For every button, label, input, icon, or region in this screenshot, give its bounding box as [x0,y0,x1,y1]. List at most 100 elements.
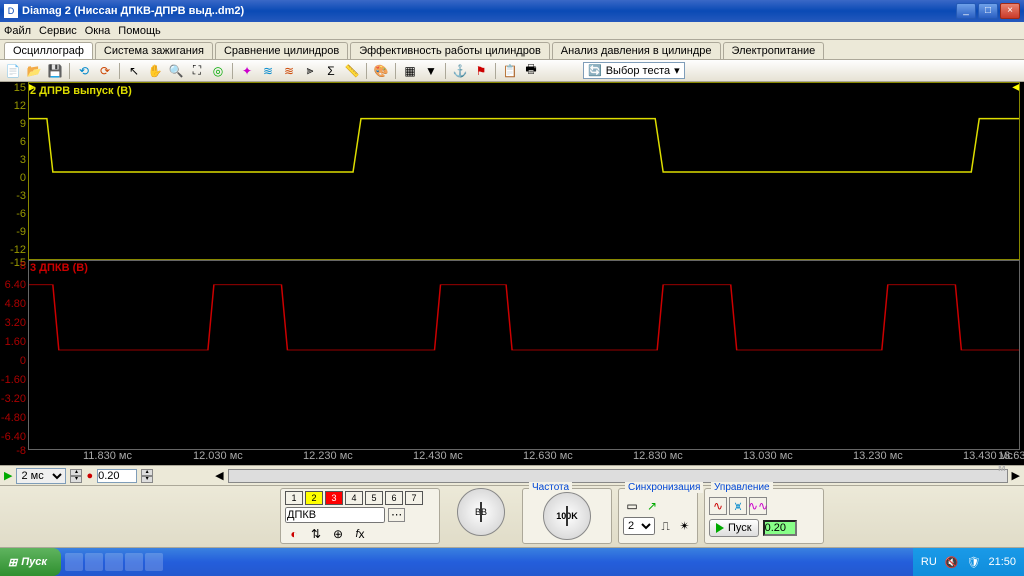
ch-box-3[interactable]: 3 [325,491,343,505]
separator [395,63,396,79]
tab-oscilloscope[interactable]: Осциллограф [4,42,93,59]
separator [445,63,446,79]
start-button[interactable]: ⊞ Пуск [0,548,61,576]
start-label: Пуск [21,556,47,568]
frequency-group: Частота 100K [522,488,612,544]
maximize-button[interactable]: □ [978,3,998,19]
offset-input[interactable] [97,469,137,483]
control-group: Управление ∿ ⩙ ∿∿ Пуск [704,488,824,544]
scroll-left-icon[interactable]: ◀ [215,469,223,482]
ch-opt-1-icon[interactable]: ◐ [285,525,303,543]
timebase-select[interactable]: 2 мс [16,468,66,484]
ch-opt-2-icon[interactable]: ⇅ [307,525,325,543]
ch-box-1[interactable]: 1 [285,491,303,505]
offset-spinner[interactable]: ▴▾ [141,469,153,483]
filter-icon[interactable]: ▼ [422,62,440,80]
new-icon[interactable]: 📄 [4,62,22,80]
save-icon[interactable]: 💾 [46,62,64,80]
frequency-dial[interactable]: 100K [543,492,591,540]
mode-2-icon[interactable]: ⩙ [729,497,747,515]
ch-box-7[interactable]: 7 [405,491,423,505]
align-icon[interactable]: ⫸ [301,62,319,80]
star-icon[interactable]: ✦ [238,62,256,80]
ql-icon-2[interactable] [85,553,103,571]
tray-icon-1[interactable]: 🔇 [945,556,959,569]
minimize-button[interactable]: _ [956,3,976,19]
ql-icon-5[interactable] [145,553,163,571]
tab-pressure[interactable]: Анализ давления в цилиндре [552,42,721,59]
ch-opt-3-icon[interactable]: ⊕ [329,525,347,543]
sync-a-icon[interactable]: ▭ [623,497,641,515]
y-axis-channel-2: 15129630-3-6-9-12-15 [0,82,28,260]
refresh-icon: 🔄 [588,64,602,77]
palette-icon[interactable]: 🎨 [372,62,390,80]
sync-ch-select[interactable]: 2 [623,517,655,535]
sync-edge-icon[interactable]: ⎍ [657,517,674,535]
app-icon: D [4,4,18,18]
channel-2-label: 2 ДПРВ выпуск (В) [30,85,132,97]
math-icon[interactable]: Σ [322,62,340,80]
ch-box-5[interactable]: 5 [365,491,383,505]
tab-cylinder-eff[interactable]: Эффективность работы цилиндров [350,42,550,59]
time-scrollbar[interactable] [228,469,1008,483]
tab-power[interactable]: Электропитание [723,42,825,59]
ql-icon-3[interactable] [105,553,123,571]
sync-b-icon[interactable]: ↗ [643,497,661,515]
target-icon[interactable]: ◎ [209,62,227,80]
scope-lower[interactable] [28,260,1020,450]
wave-a-icon[interactable]: ≋ [259,62,277,80]
ruler-icon[interactable]: 📏 [343,62,361,80]
control-title: Управление [711,482,773,493]
lang-indicator[interactable]: RU [921,556,937,568]
timebase-spinner[interactable]: ▴▾ [70,469,82,483]
print-icon[interactable]: 🖶 [522,62,540,80]
tray-icon-2[interactable]: 🛡 [967,556,981,569]
menu-help[interactable]: Помощь [118,25,161,37]
ql-icon-4[interactable] [125,553,143,571]
play-icon[interactable]: ▶ [4,469,12,482]
grid-icon[interactable]: ▦ [401,62,419,80]
menu-service[interactable]: Сервис [39,25,77,37]
channel-name-input[interactable] [285,507,385,523]
zoom-in-icon[interactable]: 🔍 [167,62,185,80]
separator [495,63,496,79]
zoom-a-icon[interactable]: ⟲ [75,62,93,80]
mode-3-icon[interactable]: ∿∿ [749,497,767,515]
zoom-reset-icon[interactable]: ⛶ [188,62,206,80]
control-panel: 1 2 3 4 5 6 7 ⋯ ◐ ⇅ ⊕ fx BB Частота 100K… [0,485,1024,547]
close-button[interactable]: × [1000,3,1020,19]
zoom-b-icon[interactable]: ⟳ [96,62,114,80]
timebase-controls: ▶ 2 мс ▴▾ ● ▴▾ ◀ ▶ [0,465,1024,485]
mode-1-icon[interactable]: ∿ [709,497,727,515]
sync-opt-icon[interactable]: ✴ [676,517,693,535]
stop-icon[interactable]: ● [86,470,93,482]
wave-b-icon[interactable]: ≋ [280,62,298,80]
anchor-icon[interactable]: ⚓ [451,62,469,80]
chevron-down-icon: ▾ [674,64,680,77]
ch-opt-4-icon[interactable]: fx [351,525,369,543]
menu-windows[interactable]: Окна [85,25,111,37]
ch-box-4[interactable]: 4 [345,491,363,505]
clock[interactable]: 21:50 [988,556,1016,568]
scope-upper[interactable] [28,82,1020,260]
test-selector[interactable]: 🔄 Выбор теста ▾ [583,62,685,79]
quick-launch [61,553,167,571]
dropdown-icon[interactable]: ⋯ [388,508,405,522]
separator [119,63,120,79]
menu-file[interactable]: Файл [4,25,31,37]
y-axis-channel-3: 86.404.803.201.600-1.60-3.20-4.80-6.40-8 [0,260,28,450]
page-icon[interactable]: 📋 [501,62,519,80]
control-value-input[interactable] [763,520,797,536]
tab-cylinder-compare[interactable]: Сравнение цилиндров [215,42,348,59]
ql-icon-1[interactable] [65,553,83,571]
ch-box-6[interactable]: 6 [385,491,403,505]
voltage-dial[interactable]: BB [457,488,505,536]
ch-box-2[interactable]: 2 [305,491,323,505]
windows-icon: ⊞ [8,556,17,569]
tab-ignition[interactable]: Система зажигания [95,42,213,59]
hand-icon[interactable]: ✋ [146,62,164,80]
cursor-icon[interactable]: ↖ [125,62,143,80]
flag-icon[interactable]: ⚑ [472,62,490,80]
run-button[interactable]: Пуск [709,519,759,537]
open-icon[interactable]: 📂 [25,62,43,80]
